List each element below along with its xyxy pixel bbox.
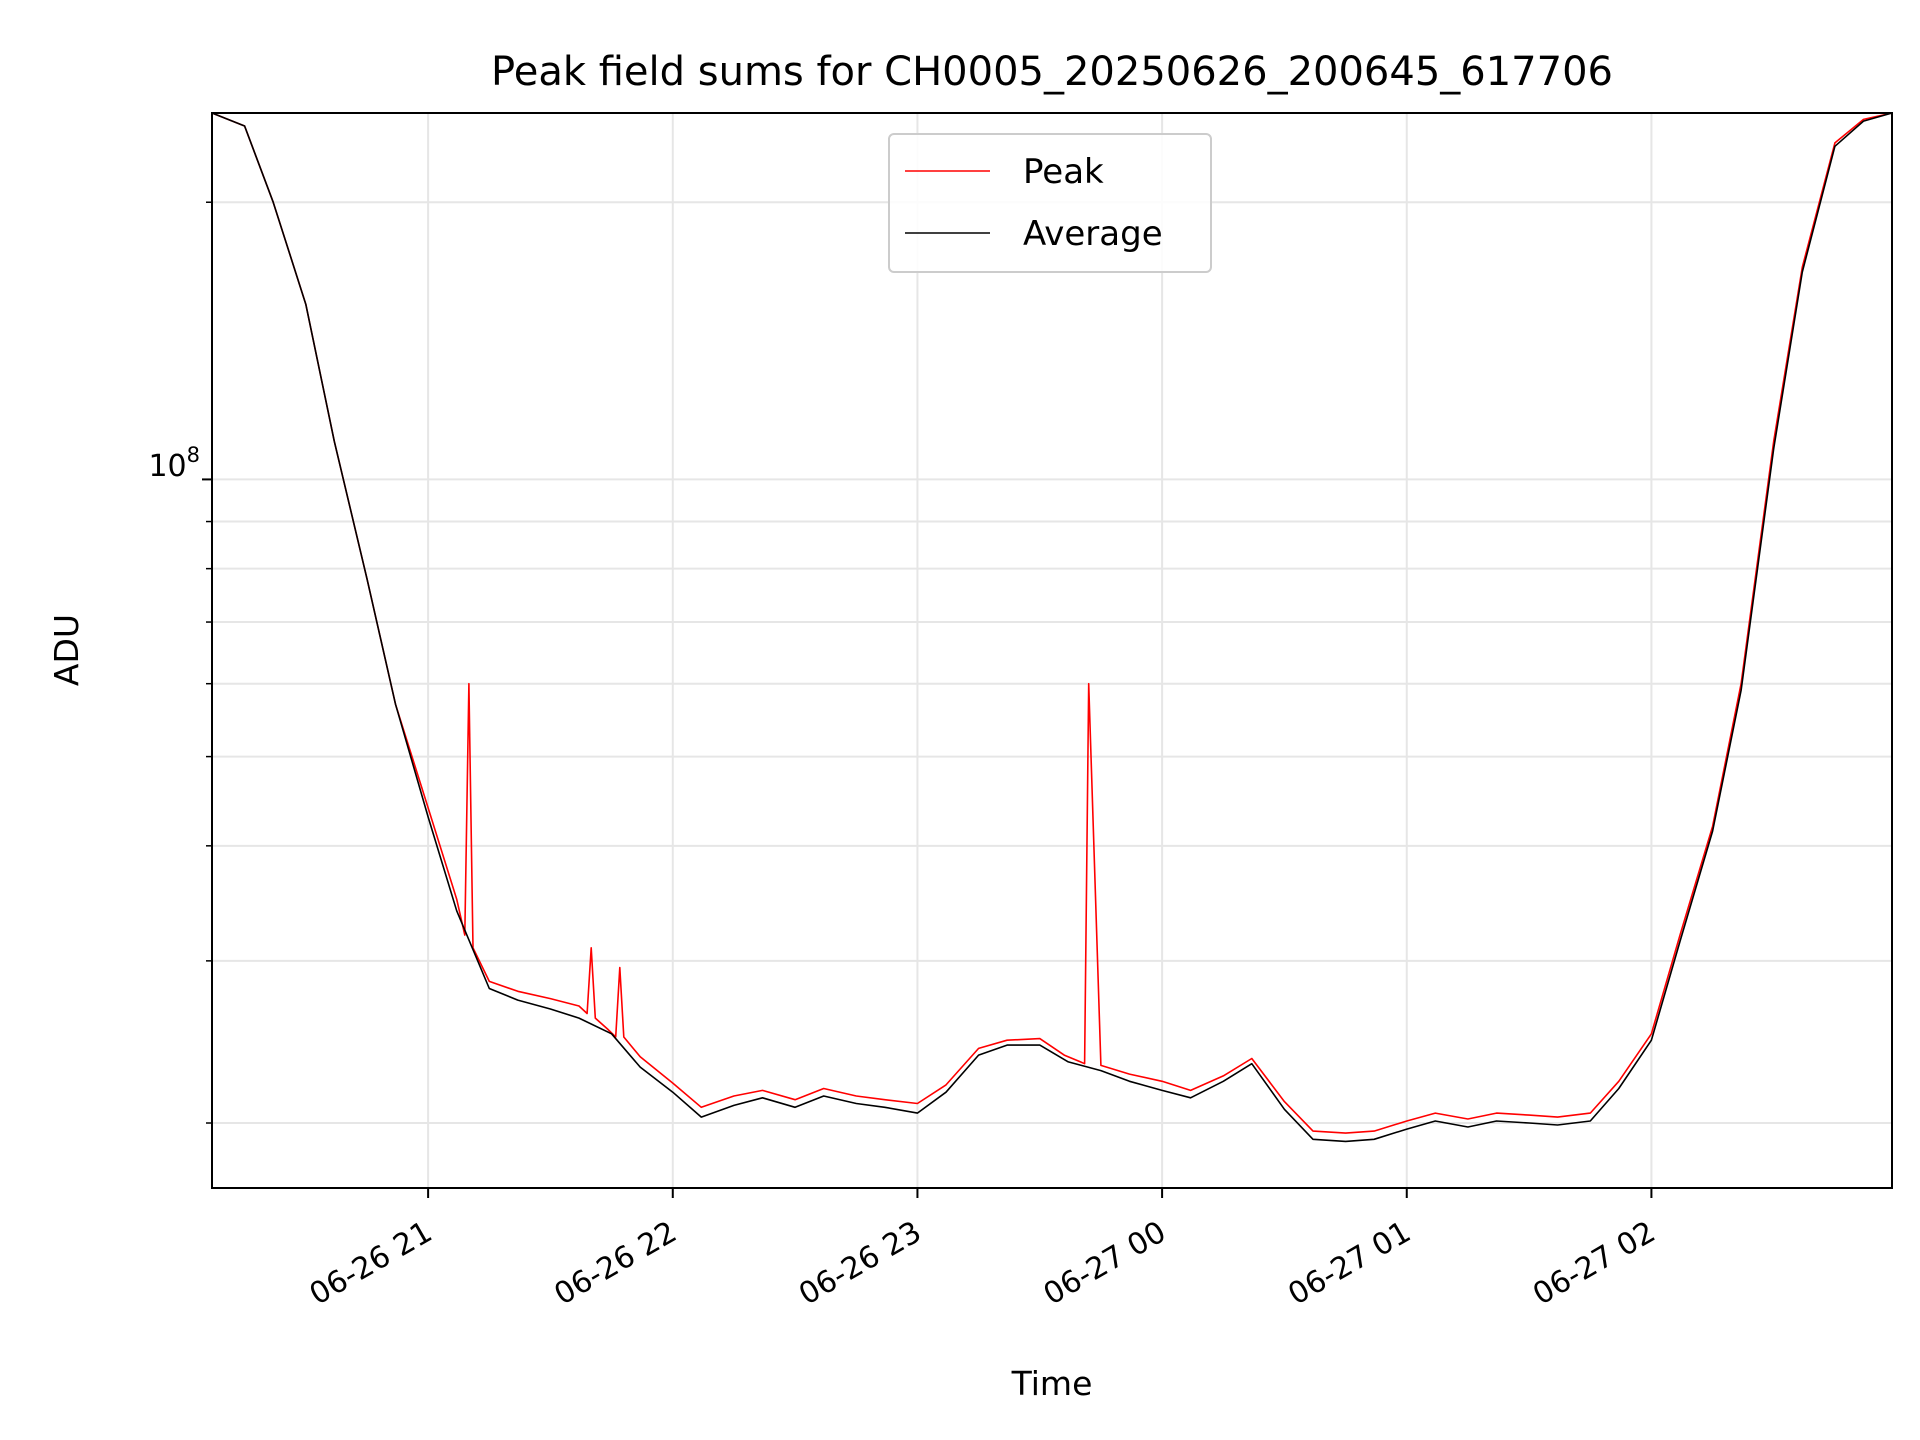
- plot-frame: [211, 112, 1893, 1189]
- x-axis-label: Time: [1011, 1364, 1093, 1403]
- legend: Peak Average: [888, 133, 1212, 273]
- y-tick-label: 108: [148, 443, 200, 484]
- series-line-average: [211, 112, 1893, 1143]
- legend-average-label: Average: [1023, 214, 1163, 254]
- y-axis-label: ADU: [47, 614, 86, 686]
- chart-title: Peak field sums for CH0005_20250626_2006…: [491, 49, 1613, 95]
- legend-peak-label: Peak: [1023, 152, 1104, 192]
- legend-box: [888, 133, 1212, 273]
- series-line-peak: [211, 112, 1893, 1134]
- series-lines: [211, 112, 1893, 1143]
- grid: [212, 113, 1892, 1188]
